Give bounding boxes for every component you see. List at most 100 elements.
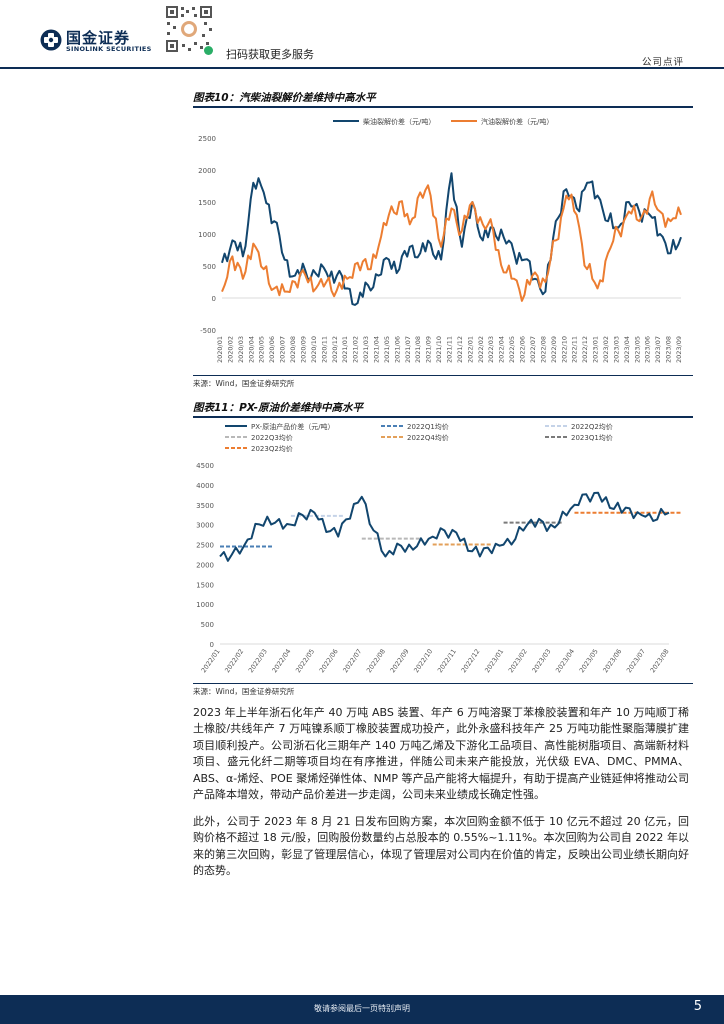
x-tick-label: 2022/09 (389, 648, 411, 675)
y-tick-label: 3000 (196, 522, 214, 530)
x-tick-label: 2022/12 (460, 648, 482, 675)
legend-label-ref: 2022Q4均价 (407, 433, 449, 442)
scan-prompt: 扫码获取更多服务 (226, 48, 314, 61)
x-tick-label: 2022/11 (436, 648, 458, 675)
x-tick-label: 2021/05 (383, 336, 391, 363)
x-tick-label: 2022/01 (466, 336, 474, 363)
x-tick-label: 2022/02 (223, 648, 245, 675)
x-tick-label: 2023/08 (665, 336, 673, 363)
x-tick-label: 2022/05 (294, 648, 316, 675)
x-tick-label: 2023/02 (602, 336, 610, 363)
series-line (221, 184, 682, 302)
x-tick-label: 2020/11 (320, 336, 328, 363)
x-tick-label: 2023/07 (625, 648, 647, 675)
x-tick-label: 2021/03 (362, 336, 370, 363)
x-tick-label: 2020/07 (279, 336, 287, 363)
legend-label-ref: 2022Q2均价 (571, 422, 613, 431)
x-tick-label: 2020/02 (226, 336, 234, 363)
y-tick-label: 1000 (196, 601, 214, 609)
y-tick-label: 4000 (196, 482, 214, 490)
x-tick-label: 2022/08 (365, 648, 387, 675)
legend-label-gasoline: 汽油裂解价差（元/吨） (481, 117, 553, 126)
figure11-top-rule (193, 416, 693, 418)
y-tick-label: 0 (212, 295, 216, 303)
x-tick-label: 2022/03 (247, 648, 269, 675)
y-tick-label: -500 (200, 327, 216, 335)
header-divider (0, 67, 724, 69)
figure10-bottom-rule (193, 375, 693, 376)
x-tick-label: 2023/04 (554, 648, 576, 675)
y-tick-label: 2000 (196, 561, 214, 569)
footer-disclaimer: 敬请参阅最后一页特别声明 (314, 1004, 410, 1013)
y-tick-label: 3500 (196, 502, 214, 510)
x-tick-label: 2023/03 (530, 648, 552, 675)
x-tick-label: 2023/06 (601, 648, 623, 675)
x-tick-label: 2023/01 (483, 648, 505, 675)
logo-name-cn: 国金证券 (66, 29, 131, 47)
sinolink-logo-icon (40, 29, 62, 51)
x-tick-label: 2021/04 (372, 336, 380, 363)
x-tick-label: 2020/01 (216, 336, 224, 363)
x-tick-label: 2023/05 (633, 336, 641, 363)
x-tick-label: 2020/08 (289, 336, 297, 363)
x-tick-label: 2023/07 (654, 336, 662, 363)
x-tick-label: 2022/04 (270, 648, 292, 675)
y-tick-label: 500 (203, 263, 216, 271)
chart-px-spread: PX-原油产品价差（元/吨） 2022Q1均价 2022Q2均价 2022Q3均价 20… (196, 422, 681, 675)
x-tick-label: 2022/01 (200, 648, 222, 675)
x-tick-label: 2023/06 (644, 336, 652, 363)
paragraph-buyback: 此外，公司于 2023 年 8 月 21 日发布回购方案，本次回购金额不低于 1… (193, 815, 689, 878)
figure11-source: 来源：Wind，国金证券研究所 (193, 687, 295, 696)
x-tick-label: 2021/02 (352, 336, 360, 363)
x-tick-label: 2023/02 (507, 648, 529, 675)
x-tick-label: 2021/01 (341, 336, 349, 363)
series-line (219, 491, 670, 562)
figure11-title: 图表11：PX-原油价差维持中高水平 (193, 402, 364, 414)
y-tick-label: 2000 (198, 167, 216, 175)
x-tick-label: 2023/05 (578, 648, 600, 675)
x-tick-label: 2020/06 (268, 336, 276, 363)
y-tick-label: 0 (210, 641, 214, 649)
x-tick-label: 2022/09 (550, 336, 558, 363)
y-tick-label: 500 (201, 621, 214, 629)
x-tick-label: 2022/12 (581, 336, 589, 363)
series-line (221, 172, 682, 306)
x-tick-label: 2020/09 (299, 336, 307, 363)
figure10-top-rule (193, 106, 693, 108)
legend-label-px: PX-原油产品价差（元/吨） (251, 422, 335, 431)
legend-label-ref: 2023Q2均价 (251, 444, 293, 453)
x-tick-label: 2022/07 (529, 336, 537, 363)
x-tick-label: 2021/06 (393, 336, 401, 363)
x-tick-label: 2022/06 (519, 336, 527, 363)
figure10-title: 图表10：汽柴油裂解价差维持中高水平 (193, 92, 376, 104)
x-tick-label: 2020/12 (331, 336, 339, 363)
legend-label-ref: 2023Q1均价 (571, 433, 613, 442)
legend-label-ref: 2022Q1均价 (407, 422, 449, 431)
x-tick-label: 2021/08 (414, 336, 422, 363)
x-tick-label: 2022/02 (477, 336, 485, 363)
chart-crack-spread: 柴油裂解价差（元/吨） 汽油裂解价差（元/吨） -500 0 500 1000 1500 20… (198, 117, 683, 363)
y-tick-label: 1000 (198, 231, 216, 239)
footer-bar (0, 995, 724, 1024)
y-tick-label: 1500 (198, 199, 216, 207)
logo-name-en: SINOLINK SECURITIES (66, 45, 152, 53)
x-tick-label: 2020/03 (237, 336, 245, 363)
x-tick-label: 2023/03 (612, 336, 620, 363)
legend-label-diesel: 柴油裂解价差（元/吨） (363, 117, 435, 126)
figure11-bottom-rule (193, 683, 693, 684)
x-tick-label: 2023/04 (623, 336, 631, 363)
x-tick-label: 2022/05 (508, 336, 516, 363)
y-tick-label: 4500 (196, 462, 214, 470)
page-number: 5 (693, 999, 702, 1014)
x-tick-label: 2023/08 (649, 648, 671, 675)
x-tick-label: 2020/05 (258, 336, 266, 363)
paragraph-capacity: 2023 年上半年浙石化年产 40 万吨 ABS 装置、年产 6 万吨溶聚丁苯橡… (193, 706, 689, 802)
x-tick-label: 2021/10 (435, 336, 443, 363)
x-tick-label: 2022/04 (498, 336, 506, 363)
qr-code-icon[interactable] (164, 4, 214, 54)
x-tick-label: 2021/07 (404, 336, 412, 363)
y-tick-label: 1500 (196, 581, 214, 589)
report-type: 公司点评 (641, 57, 684, 68)
legend-label-ref: 2022Q3均价 (251, 433, 293, 442)
x-tick-label: 2022/10 (560, 336, 568, 363)
